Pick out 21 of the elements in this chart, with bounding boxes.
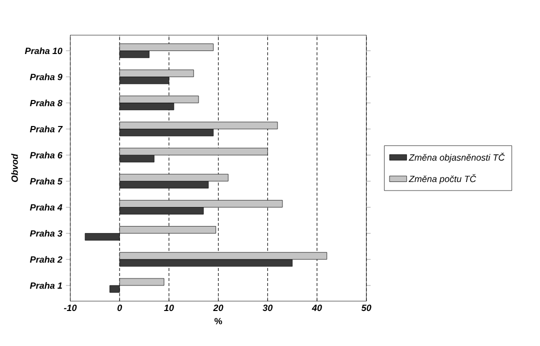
y-tick-label: Praha 9 (30, 73, 62, 80)
x-tick-label: 0 (117, 304, 122, 311)
y-tick-label: Praha 4 (30, 204, 62, 210)
x-tick-label: -10 (64, 304, 77, 311)
y-tick-label: Praha 8 (30, 99, 62, 106)
x-tick-label: 10 (164, 304, 174, 311)
legend-label: Změna objasněnosti TČ (408, 152, 505, 162)
y-tick-label: Praha 2 (30, 256, 62, 263)
y-tick-label: Praha 5 (30, 178, 63, 184)
y-tick-label: Praha 3 (30, 230, 62, 236)
x-tick-label: 40 (312, 304, 322, 311)
y-tick-label: Praha 1 (30, 282, 62, 289)
x-tick-label: 20 (213, 304, 224, 311)
legend-label: Změna počtu TČ (408, 174, 476, 184)
x-axis-title: % (214, 318, 222, 324)
y-tick-label: Praha 10 (24, 47, 62, 54)
y-tick-label: Praha 7 (30, 126, 63, 132)
x-tick-label: 50 (361, 304, 372, 311)
y-axis-title: Obvod (11, 154, 18, 182)
y-tick-label: Praha 6 (30, 152, 62, 158)
x-tick-label: 30 (262, 304, 273, 311)
